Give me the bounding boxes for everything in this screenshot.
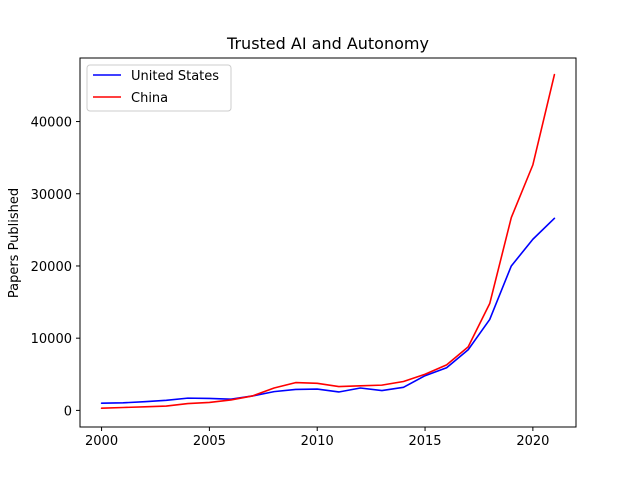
x-tick-label: 2000 [85,434,118,449]
series-line-united-states [100,217,556,404]
y-tick-label: 0 [64,404,72,419]
x-tick-label: 2020 [516,434,549,449]
plot-area: 2000 2005 2010 2015 2020 0 10000 20000 30000 4000… [31,73,556,449]
y-tick-label: 20000 [31,260,72,275]
legend-label: United States [131,69,219,84]
x-tick-label: 2005 [193,434,226,449]
y-tick-label: 40000 [31,116,72,131]
legend-label: China [131,91,168,106]
x-tick-label: 2015 [408,434,441,449]
series-line-china [100,73,556,410]
chart-title: Trusted AI and Autonomy [226,34,429,53]
y-axis-label: Papers Published [7,188,22,298]
plot-frame [79,57,577,428]
legend: United States China [86,64,232,112]
y-tick-label: 30000 [31,188,72,203]
x-tick-label: 2010 [301,434,334,449]
legend-box [86,64,232,112]
y-tick-label: 10000 [31,332,72,347]
